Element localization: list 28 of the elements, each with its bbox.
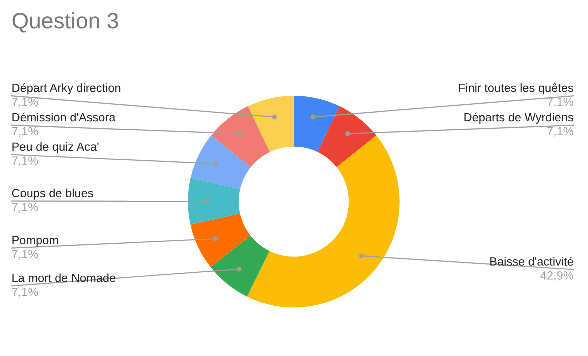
slice-label: Démission d'Assora [12, 112, 116, 122]
data-label: 7,1% [548, 127, 574, 138]
data-label: 7,1% [12, 127, 38, 138]
data-label: 7,1% [12, 203, 38, 213]
donut-slice [211, 106, 270, 168]
data-label: 7,1% [12, 250, 38, 260]
donut-slice [210, 236, 270, 297]
data-label: 7,1% [12, 288, 38, 298]
slice-label: Baisse d'activité [490, 257, 574, 266]
donut-slice [318, 106, 377, 168]
data-label: 42,9% [540, 272, 574, 282]
donut-slice [190, 214, 251, 268]
donut-slice [188, 178, 240, 225]
slice-label: Départ Arky direction [12, 83, 121, 95]
data-label: 7,1% [12, 98, 38, 108]
chart-title: Question 3 [12, 12, 118, 33]
slice-label: Coups de blues [12, 188, 94, 200]
donut-slice [248, 96, 294, 152]
slice-label: Départs de Wyrdiens [464, 112, 574, 124]
donut-slice [190, 136, 252, 190]
data-label: 7,1% [548, 98, 574, 108]
donut-slice [294, 96, 340, 152]
slice-label: Finir toutes les quêtes [459, 84, 574, 95]
slice-label: La mort de Nomade [12, 274, 116, 282]
data-label: 7,1% [12, 156, 38, 166]
slice-label: Pompom [12, 236, 58, 247]
donut-slice [247, 136, 400, 308]
slice-label: Peu de quiz Aca' [12, 142, 99, 154]
